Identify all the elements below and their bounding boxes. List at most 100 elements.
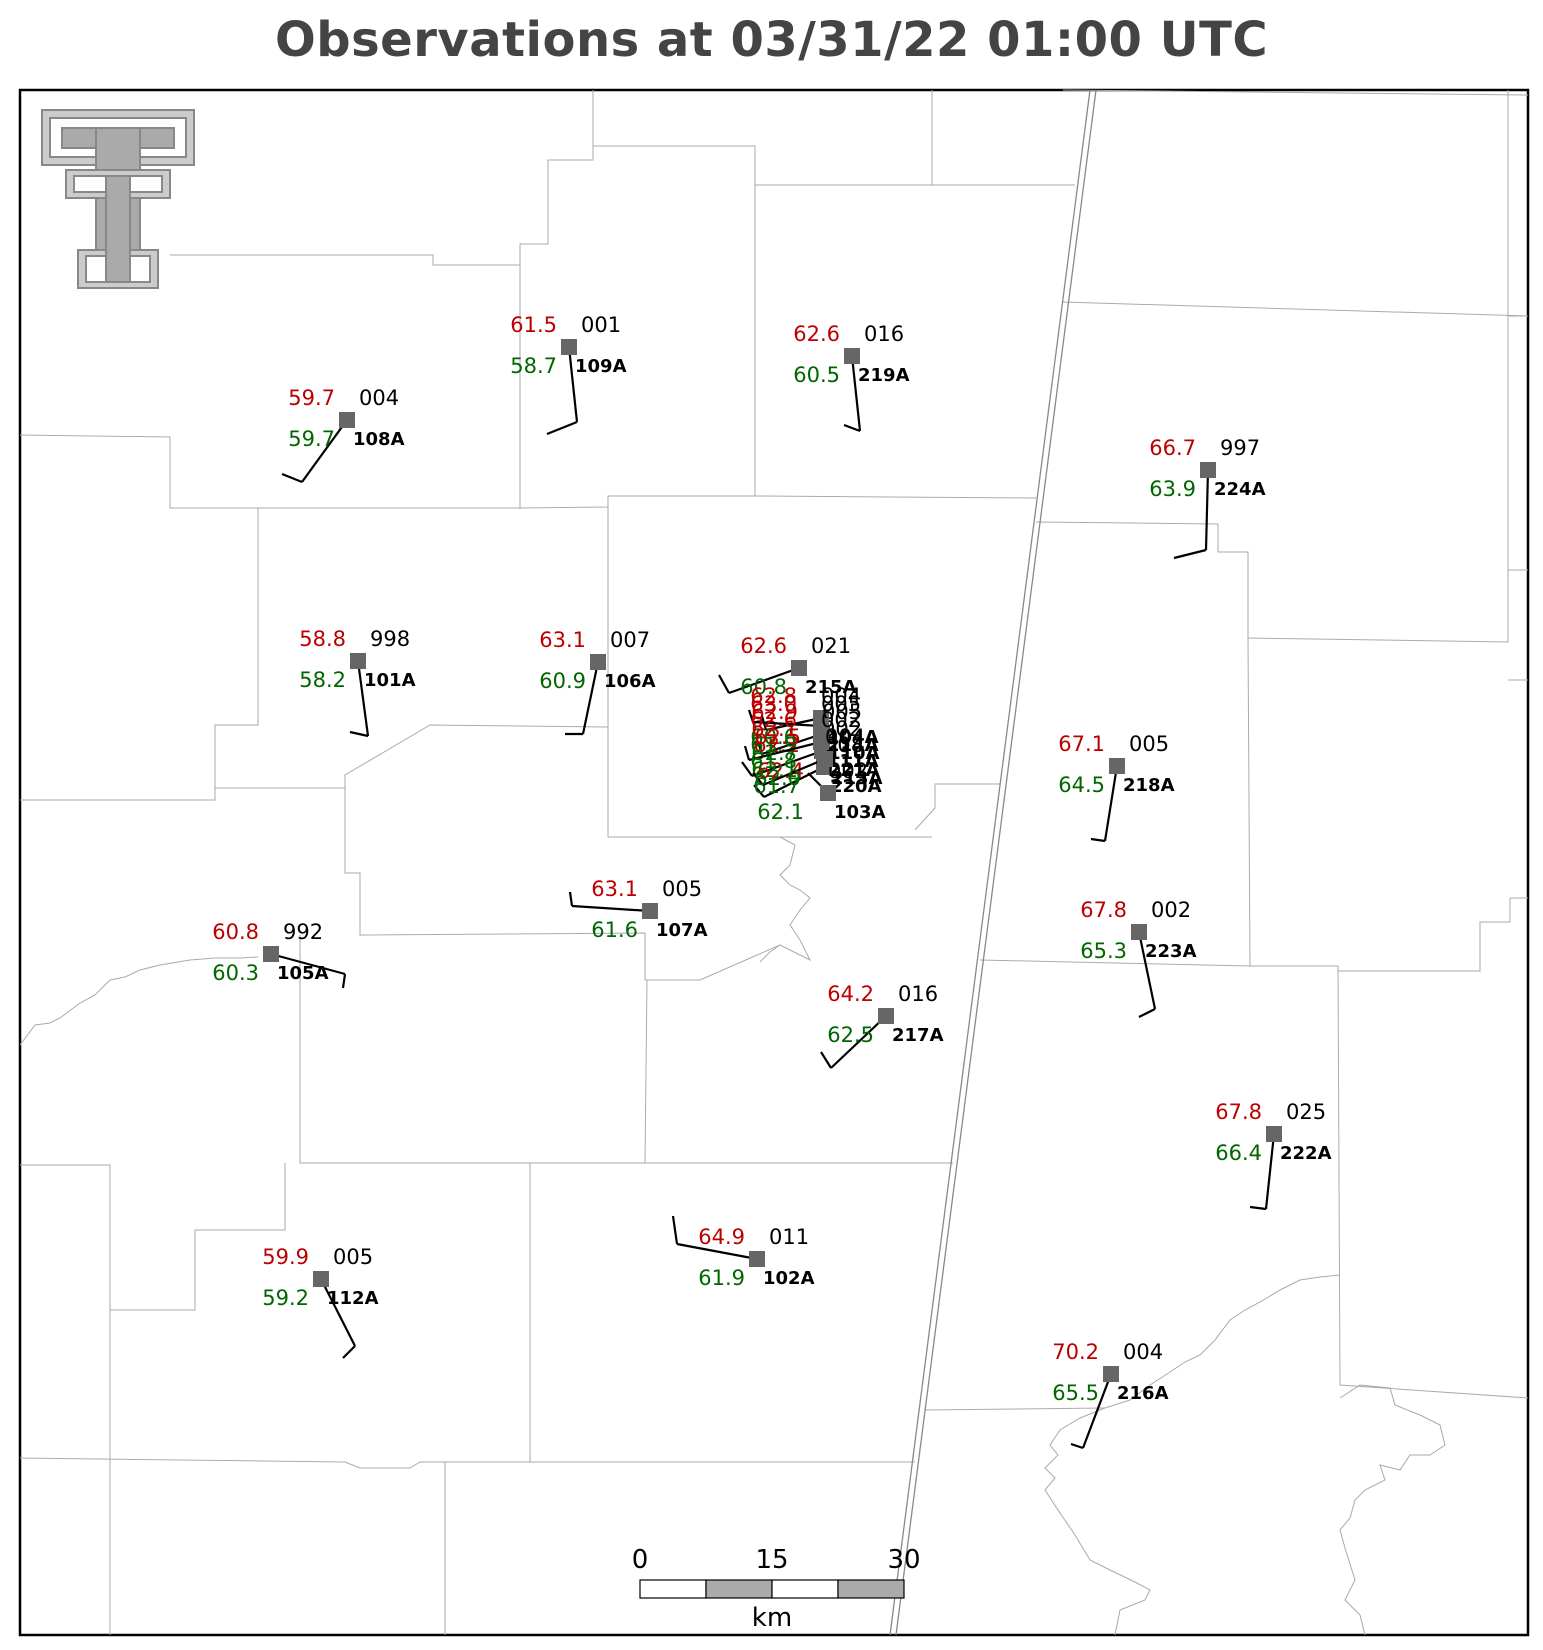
- station-marker-icon: [350, 653, 366, 669]
- station-station-id: 105A: [277, 963, 329, 984]
- station-temperature: 63.1: [591, 877, 638, 901]
- station-station-id: 103A: [834, 802, 886, 823]
- station-marker-icon: [339, 412, 355, 428]
- station-pressure: 002: [1151, 898, 1191, 922]
- wind-barb-icon: [850, 355, 862, 432]
- station-station-id: 108A: [353, 429, 405, 450]
- wind-barb-flag-icon: [1173, 548, 1207, 560]
- station-temperature: 63.1: [539, 628, 586, 652]
- station-marker-icon: [813, 718, 829, 734]
- station-station-id: 221A: [828, 760, 880, 781]
- station-station-id: 104A: [827, 727, 879, 748]
- station-pressure: 004: [359, 386, 399, 410]
- station-pressure: 004: [1123, 1340, 1163, 1364]
- station-224A: 66.7 997 63.9 224A: [1149, 436, 1266, 560]
- station-101A: 58.8 998 58.2 101A: [299, 627, 416, 738]
- station-marker-icon: [817, 751, 833, 767]
- wind-barb-icon: [581, 661, 600, 735]
- station-pressure: 992: [283, 920, 323, 944]
- station-station-id: 219A: [858, 365, 910, 386]
- station-213A: 62.5 004 62.0 213A: [752, 725, 883, 790]
- station-station-id: 101A: [364, 670, 416, 691]
- wind-barb-icon: [301, 419, 348, 483]
- station-pressure: 005: [821, 692, 861, 716]
- double-t-logo-icon: [41, 109, 195, 289]
- station-pressure: 997: [1220, 436, 1260, 460]
- station-pressure: 002: [828, 759, 868, 783]
- station-station-id: 109A: [575, 356, 627, 377]
- station-marker-icon: [1109, 758, 1125, 774]
- station-temperature: 63.0: [750, 692, 797, 716]
- wind-barb-flag-icon: [752, 772, 764, 786]
- wind-barb-icon: [830, 1015, 887, 1069]
- station-109A: 61.5 001 58.7 109A: [510, 313, 627, 436]
- station-pressure: 025: [1286, 1100, 1326, 1124]
- station-station-id: 218A: [1123, 775, 1175, 796]
- scale-unit: km: [752, 1603, 792, 1633]
- station-dewpoint: 61.9: [698, 1266, 745, 1290]
- station-107A: 63.1 005 61.6 107A: [568, 877, 708, 942]
- station-temperature: 62.8: [750, 684, 797, 708]
- station-pressure: 005: [1129, 732, 1169, 756]
- station-112A: 59.9 005 59.2 112A: [262, 1245, 379, 1359]
- wind-barb-icon: [761, 732, 823, 756]
- station-temperature: 60.8: [212, 920, 259, 944]
- station-marker-icon: [313, 1271, 329, 1287]
- scale-tick-30: 30: [887, 1545, 920, 1575]
- station-pressure: 016: [898, 982, 938, 1006]
- station-dewpoint: 60.3: [212, 961, 259, 985]
- station-marker-icon: [878, 1008, 894, 1024]
- station-111A: 62.6 002 61.8 111A: [743, 708, 879, 773]
- wind-barb-icon: [356, 660, 370, 737]
- station-105A: 60.8 992 60.3 105A: [212, 920, 347, 989]
- wind-barb-flag-icon: [743, 745, 751, 761]
- station-temperature: 67.8: [1080, 898, 1127, 922]
- station-dewpoint: 60.9: [539, 669, 586, 693]
- station-temperature: 67.8: [1215, 1100, 1262, 1124]
- station-dewpoint: 66.4: [1215, 1141, 1262, 1165]
- station-pressure: 004: [821, 684, 861, 708]
- station-marker-icon: [813, 734, 829, 750]
- wind-barb-flag-icon: [843, 423, 861, 433]
- wind-barb-icon: [751, 749, 823, 778]
- station-station-id: 112A: [327, 1288, 379, 1309]
- station-pressure: 004: [825, 725, 865, 749]
- station-station-id: 106A: [604, 671, 656, 692]
- wind-barb-icon: [1137, 931, 1157, 1010]
- station-222A: 67.8 025 66.4 222A: [1215, 1100, 1332, 1211]
- wind-barb-icon: [567, 346, 579, 423]
- station-pressure: 007: [610, 628, 650, 652]
- wind-barb-icon: [752, 720, 822, 728]
- station-marker-icon: [561, 339, 577, 355]
- wind-barb-flag-icon: [671, 1215, 679, 1245]
- wind-barb-flag-icon: [747, 709, 755, 723]
- station-dewpoint: 58.7: [510, 354, 557, 378]
- station-station-id: 220A: [830, 776, 882, 797]
- station-marker-icon: [844, 348, 860, 364]
- wind-barb-flag-icon: [820, 1051, 832, 1069]
- wind-barb-icon: [571, 904, 651, 913]
- station-marker-icon: [590, 654, 606, 670]
- wind-barb-flag-icon: [1138, 1008, 1156, 1018]
- station-pressure: 001: [581, 313, 621, 337]
- wind-barb-icon: [748, 740, 822, 762]
- wind-barb-flag-icon: [741, 761, 753, 777]
- scale-segment: [771, 1579, 839, 1599]
- wind-barb-icon: [1204, 469, 1210, 551]
- station-temperature: 70.2: [1052, 1340, 1099, 1364]
- station-station-id: 215A: [805, 677, 857, 698]
- station-dewpoint: 61.6: [591, 918, 638, 942]
- station-dewpoint: 60.5: [793, 363, 840, 387]
- map-title: Observations at 03/31/22 01:00 UTC: [274, 12, 1269, 68]
- station-temperature: 61.5: [510, 313, 557, 337]
- station-temperature: 58.8: [299, 627, 346, 651]
- station-station-id: 214A: [827, 735, 879, 756]
- scale-tick-15: 15: [755, 1545, 788, 1575]
- station-dewpoint: 61.7: [753, 774, 800, 798]
- wind-barb-icon: [763, 766, 825, 798]
- station-temperature: 59.9: [262, 1245, 309, 1269]
- station-dewpoint: 65.5: [1052, 1381, 1099, 1405]
- station-station-id: 111A: [827, 751, 879, 772]
